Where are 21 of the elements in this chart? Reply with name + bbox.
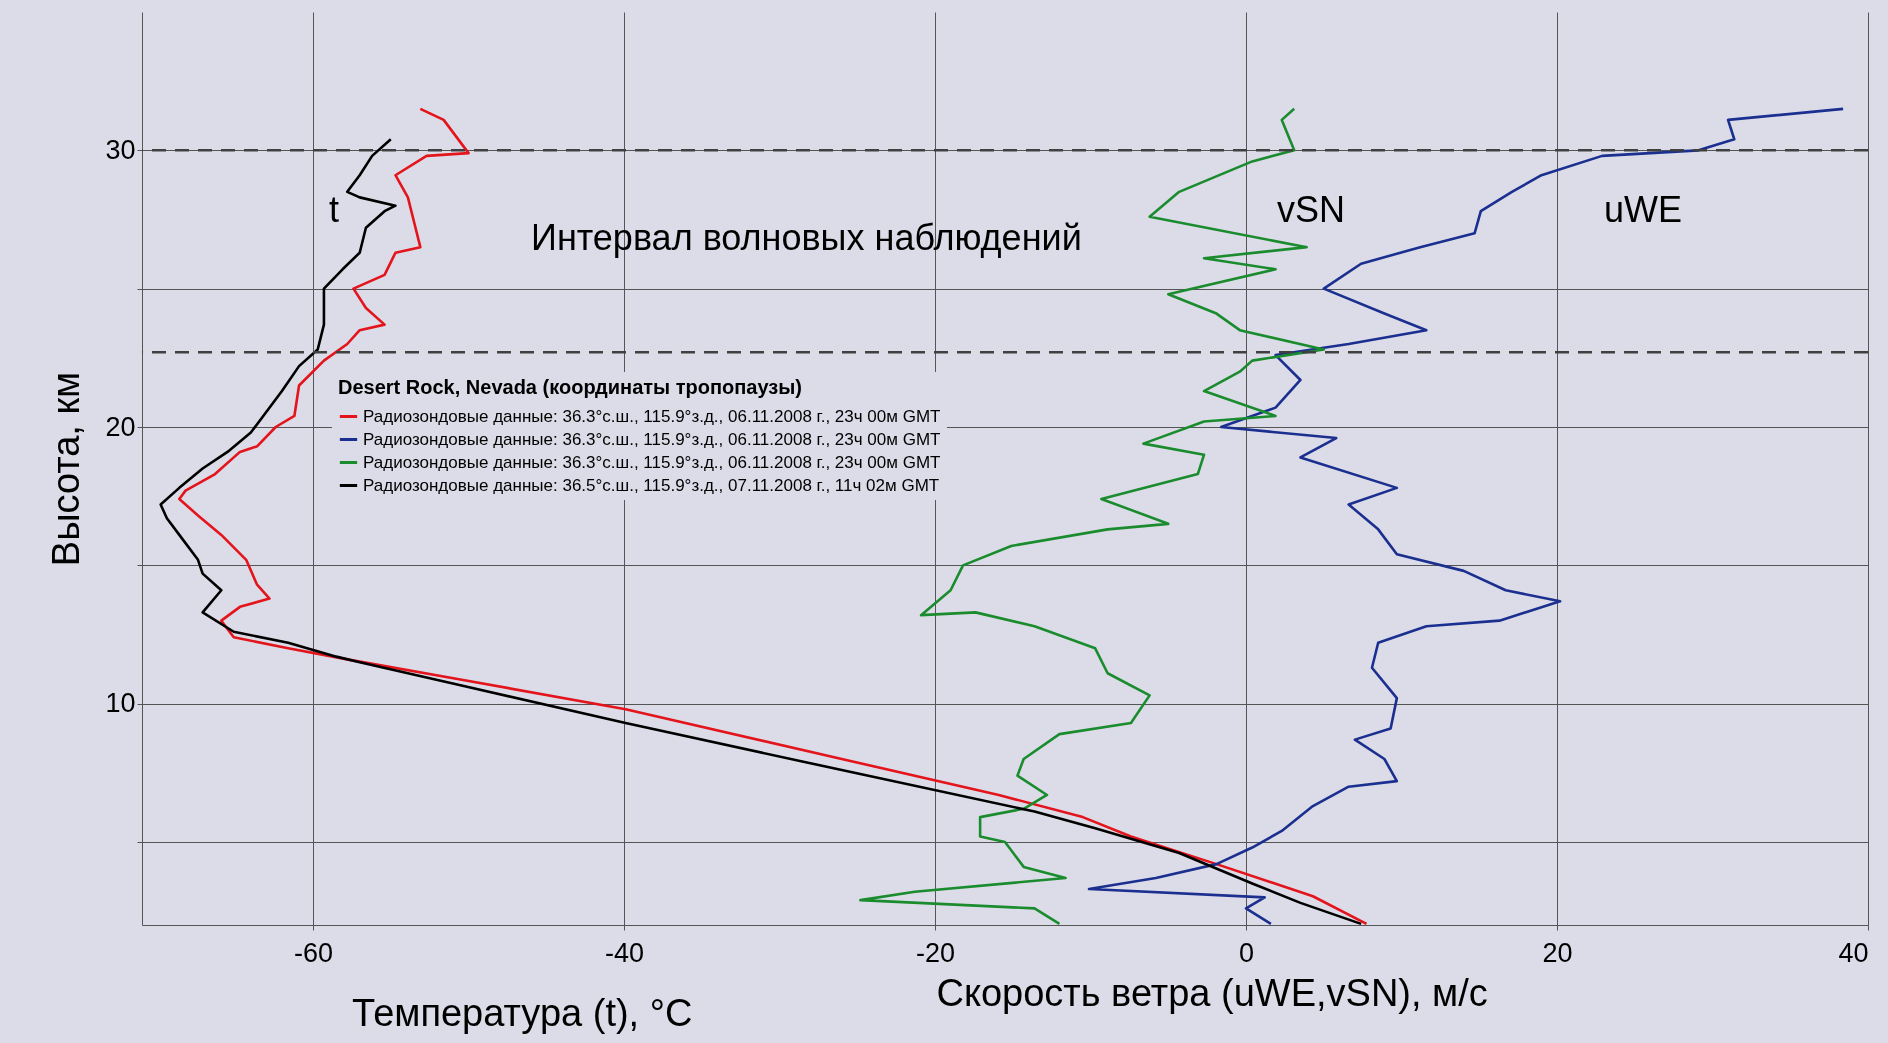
annotation: vSN bbox=[1277, 189, 1346, 230]
legend-label: Радиозондовые данные: 36.3°с.ш., 115.9°з.д., 06.11.2008 г., 23ч 00м GMT bbox=[363, 429, 941, 449]
x-tick-label: 0 bbox=[1239, 937, 1255, 968]
annotation: uWE bbox=[1604, 189, 1683, 230]
legend-label: Радиозондовые данные: 36.3°с.ш., 115.9°з.д., 06.11.2008 г., 23ч 00м GMT bbox=[363, 406, 941, 426]
x-tick-label: -40 bbox=[605, 937, 645, 968]
legend-label: Радиозондовые данные: 36.3°с.ш., 115.9°з.д., 06.11.2008 г., 23ч 00м GMT bbox=[363, 452, 941, 472]
legend-title: Desert Rock, Nevada (координаты тропопаузы) bbox=[338, 376, 802, 398]
text: Скорость ветра (uWE,vSN), м/с bbox=[936, 972, 1488, 1014]
x-tick-label: -60 bbox=[294, 937, 334, 968]
y-tick-label: 20 bbox=[105, 411, 136, 442]
x-tick-label: 40 bbox=[1838, 937, 1869, 968]
line-series bbox=[1087, 107, 1845, 926]
x-tick-label: 20 bbox=[1542, 937, 1573, 968]
legend-label: Радиозондовые данные: 36.5°с.ш., 115.9°з.д., 07.11.2008 г., 11ч 02м GMT bbox=[363, 475, 940, 495]
x-axis-title: Температура (t), °C bbox=[352, 991, 693, 1034]
y-tick-label: 10 bbox=[105, 688, 136, 719]
x-tick-label: -20 bbox=[916, 937, 956, 968]
y-tick-label: 30 bbox=[105, 134, 136, 165]
annotation: t bbox=[329, 189, 340, 230]
y-axis-title: Высота, км bbox=[45, 371, 88, 567]
